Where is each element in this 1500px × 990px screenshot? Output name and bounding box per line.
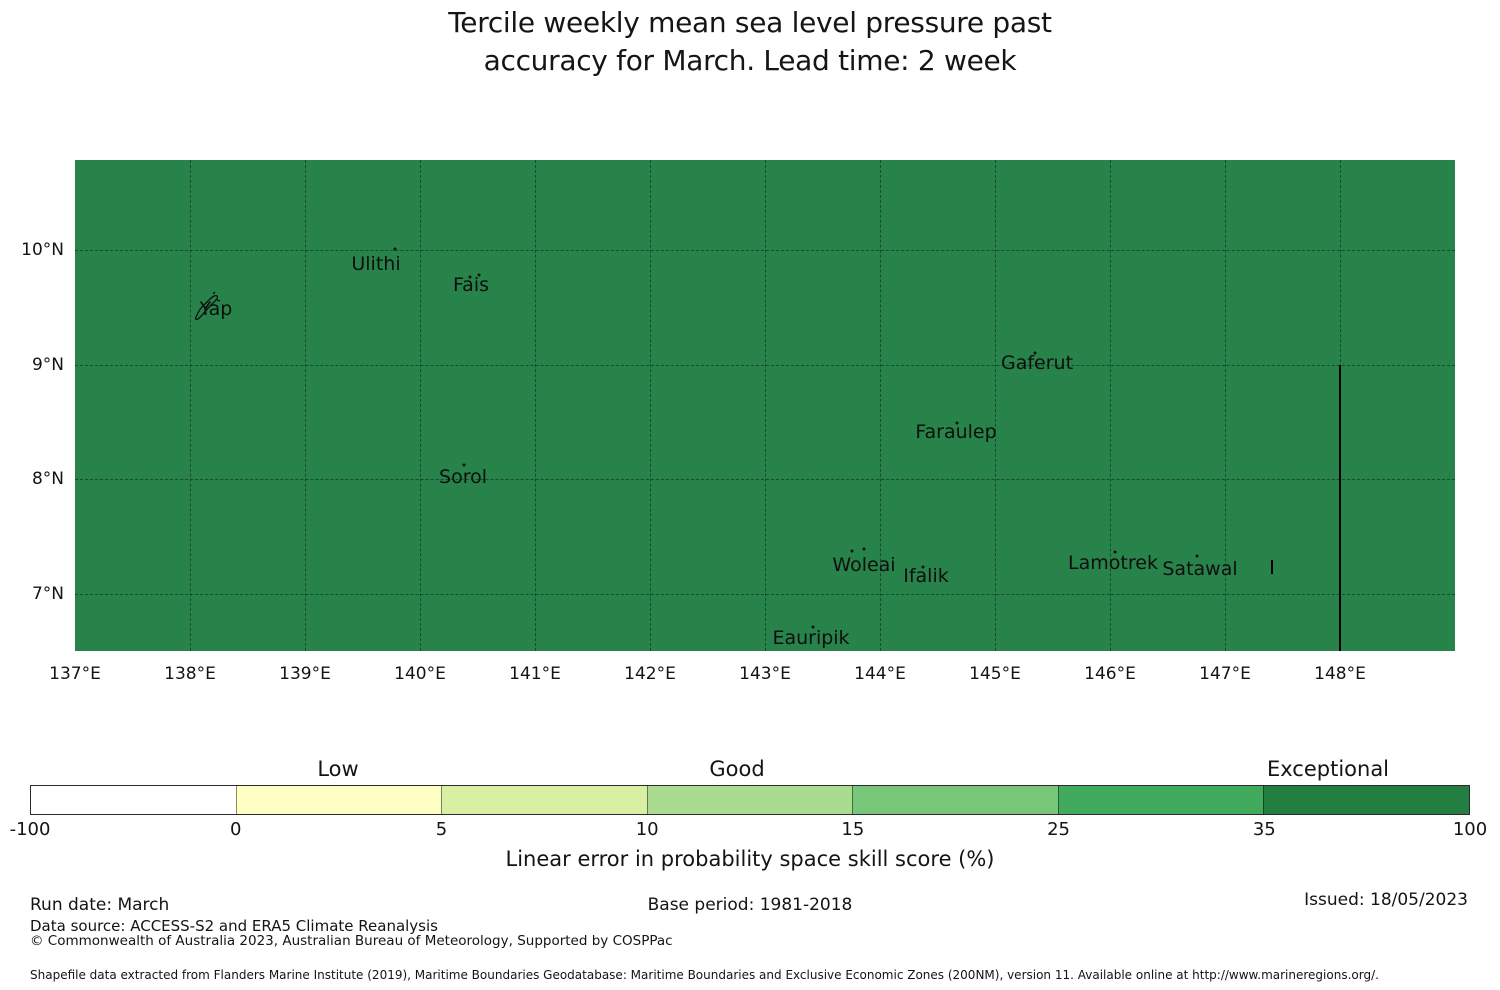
footer-shapefile-note: Shapefile data extracted from Flanders M… <box>30 968 1379 982</box>
colorbar-tick-label: 15 <box>841 819 865 840</box>
longitude-gridline <box>190 160 191 651</box>
island-label-ulithi: Ulithi <box>351 253 401 275</box>
longitude-gridline <box>1225 160 1226 651</box>
island-dot <box>850 549 854 553</box>
longitude-gridline <box>420 160 421 651</box>
chart-title-line1: Tercile weekly mean sea level pressure p… <box>448 6 1052 39</box>
colorbar-segment <box>31 786 236 814</box>
island-dot <box>811 625 815 629</box>
colorbar <box>30 785 1470 815</box>
island-label-ifalik: Ifalik <box>903 565 949 587</box>
colorbar-segment <box>1057 786 1264 814</box>
colorbar-tick-label: 100 <box>1452 819 1488 840</box>
longitude-gridline <box>650 160 651 651</box>
longitude-tick-label: 137°E <box>49 664 101 684</box>
footer-data-source: Data source: ACCESS-S2 and ERA5 Climate … <box>30 917 438 935</box>
island-label-eauripik: Eauripik <box>772 627 850 649</box>
latitude-tick-label: 10°N <box>21 240 64 260</box>
longitude-gridline <box>1110 160 1111 651</box>
latitude-gridline <box>75 250 1455 251</box>
colorbar-segment <box>852 786 1058 814</box>
colorbar-category-label: Good <box>709 757 765 781</box>
footer-issued: Issued: 18/05/2023 <box>1304 890 1468 910</box>
longitude-tick-label: 144°E <box>854 664 906 684</box>
island-dot <box>468 275 472 279</box>
longitude-tick-label: 138°E <box>164 664 216 684</box>
colorbar-segment <box>235 786 442 814</box>
island-dot <box>1113 550 1117 554</box>
eez-boundary-segment <box>1271 560 1273 574</box>
island-label-sorol: Sorol <box>439 466 487 488</box>
longitude-tick-label: 146°E <box>1084 664 1136 684</box>
island-dot <box>393 247 397 251</box>
longitude-tick-label: 139°E <box>279 664 331 684</box>
longitude-gridline <box>765 160 766 651</box>
colorbar-tick-label: 5 <box>435 819 448 840</box>
longitude-tick-label: 147°E <box>1199 664 1251 684</box>
colorbar-category-label: Exceptional <box>1266 757 1390 781</box>
latitude-gridline <box>75 479 1455 480</box>
colorbar-segment <box>441 786 647 814</box>
island-label-fais: Fais <box>452 274 490 296</box>
yap-island-outline <box>194 291 221 321</box>
longitude-tick-label: 143°E <box>739 664 791 684</box>
footer-run-date: Run date: March <box>30 895 170 915</box>
island-dot <box>955 421 959 425</box>
island-label-yap: Yap <box>199 298 233 320</box>
longitude-gridline <box>880 160 881 651</box>
longitude-tick-label: 148°E <box>1314 664 1366 684</box>
map-area <box>75 160 1455 651</box>
colorbar-caption: Linear error in probability space skill … <box>505 847 995 871</box>
latitude-tick-label: 7°N <box>31 584 64 604</box>
island-label-satawal: Satawal <box>1162 558 1238 580</box>
island-dot <box>1033 351 1037 355</box>
footer-base-period: Base period: 1981-2018 <box>647 895 853 915</box>
chart-title-line2: accuracy for March. Lead time: 2 week <box>483 44 1017 77</box>
colorbar-segment <box>1263 786 1470 814</box>
colorbar-segment <box>646 786 853 814</box>
longitude-gridline <box>995 160 996 651</box>
longitude-gridline <box>305 160 306 651</box>
colorbar-category-label: Low <box>317 757 359 781</box>
island-label-woleai: Woleai <box>832 554 896 576</box>
eez-boundary-line <box>1339 365 1341 651</box>
longitude-tick-label: 140°E <box>394 664 446 684</box>
footer-copyright: © Commonwealth of Australia 2023, Austra… <box>30 933 673 949</box>
colorbar-tick-label: -100 <box>9 819 51 840</box>
colorbar-tick-label: 0 <box>229 819 242 840</box>
longitude-gridline <box>535 160 536 651</box>
colorbar-tick-label: 25 <box>1047 819 1071 840</box>
island-label-lamotrek: Lamotrek <box>1068 552 1158 574</box>
latitude-gridline <box>75 594 1455 595</box>
island-dot <box>1195 554 1199 558</box>
island-label-gaferut: Gaferut <box>1000 352 1074 374</box>
longitude-tick-label: 142°E <box>624 664 676 684</box>
latitude-gridline <box>75 365 1455 366</box>
longitude-tick-label: 145°E <box>969 664 1021 684</box>
island-label-faraulep: Faraulep <box>915 421 997 443</box>
island-dot <box>462 463 466 467</box>
latitude-tick-label: 8°N <box>31 469 64 489</box>
colorbar-tick-label: 35 <box>1252 819 1276 840</box>
island-dot <box>921 565 925 569</box>
latitude-tick-label: 9°N <box>31 355 64 375</box>
longitude-tick-label: 141°E <box>509 664 561 684</box>
colorbar-tick-label: 10 <box>635 819 659 840</box>
island-dot <box>477 273 481 277</box>
island-dot <box>862 547 866 551</box>
